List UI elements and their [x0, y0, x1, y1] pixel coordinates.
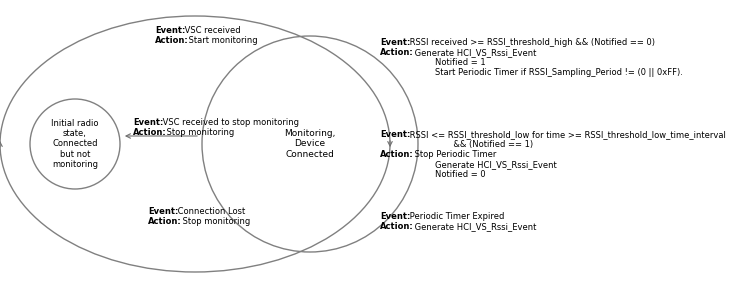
Text: Notified = 1: Notified = 1 — [435, 58, 486, 67]
Text: Action:: Action: — [148, 217, 182, 226]
Text: VSC received to stop monitoring: VSC received to stop monitoring — [160, 118, 299, 127]
Text: Event:: Event: — [380, 212, 410, 221]
Text: Action:: Action: — [155, 36, 189, 45]
Text: Stop monitoring: Stop monitoring — [179, 217, 249, 226]
Text: Initial radio
state,
Connected
but not
monitoring: Initial radio state, Connected but not m… — [52, 119, 99, 169]
Text: Periodic Timer Expired: Periodic Timer Expired — [407, 212, 504, 221]
Text: Event:: Event: — [380, 130, 410, 139]
Text: VSC received: VSC received — [182, 26, 241, 35]
Text: && (Notified == 1): && (Notified == 1) — [435, 140, 533, 149]
Text: Stop Periodic Timer: Stop Periodic Timer — [412, 150, 496, 159]
Text: Action:: Action: — [380, 222, 414, 231]
Text: Action:: Action: — [380, 150, 414, 159]
Text: Stop monitoring: Stop monitoring — [164, 128, 235, 137]
Text: Notified = 0: Notified = 0 — [435, 170, 486, 179]
Text: Event:: Event: — [148, 207, 179, 216]
Text: Start monitoring: Start monitoring — [187, 36, 258, 45]
Text: Action:: Action: — [133, 128, 167, 137]
Text: Event:: Event: — [380, 38, 410, 47]
Text: Action:: Action: — [380, 48, 414, 57]
Text: RSSI <= RSSI_threshold_low for time >= RSSI_threshold_low_time_interval: RSSI <= RSSI_threshold_low for time >= R… — [407, 130, 726, 139]
Text: Generate HCI_VS_Rssi_Event: Generate HCI_VS_Rssi_Event — [412, 222, 536, 231]
Text: Monitoring,
Device
Connected: Monitoring, Device Connected — [285, 129, 335, 159]
Text: Generate HCI_VS_Rssi_Event: Generate HCI_VS_Rssi_Event — [412, 48, 536, 57]
Text: RSSI received >= RSSI_threshold_high && (Notified == 0): RSSI received >= RSSI_threshold_high && … — [407, 38, 655, 47]
Text: Event:: Event: — [133, 118, 164, 127]
Text: Event:: Event: — [155, 26, 185, 35]
Text: Connection Lost: Connection Lost — [175, 207, 245, 216]
Text: Start Periodic Timer if RSSI_Sampling_Period != (0 || 0xFF).: Start Periodic Timer if RSSI_Sampling_Pe… — [435, 68, 683, 77]
Text: Generate HCI_VS_Rssi_Event: Generate HCI_VS_Rssi_Event — [435, 160, 557, 169]
